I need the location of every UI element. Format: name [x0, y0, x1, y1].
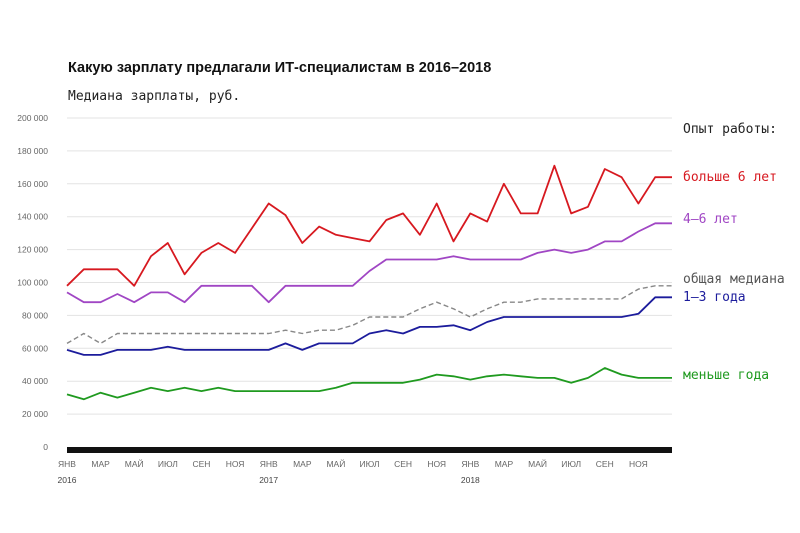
x-tick-label: ИЮЛ [561, 459, 581, 469]
legend-item-newcomer: меньше года [683, 368, 770, 383]
x-tick-label: МАР [91, 459, 110, 469]
y-tick-label: 80 000 [22, 310, 48, 320]
y-tick-label: 120 000 [17, 245, 48, 255]
x-tick-label: НОЯ [226, 459, 245, 469]
legend-item-median: общая медиана [683, 272, 785, 287]
legend-item-mid: 4–6 лет [683, 212, 738, 227]
x-year-label: 2018 [461, 475, 480, 485]
y-tick-label: 140 000 [17, 212, 48, 222]
y-tick-label: 100 000 [17, 278, 48, 288]
y-tick-label: 200 000 [17, 113, 48, 123]
x-tick-label: ЯНВ [461, 459, 479, 469]
x-year-label: 2016 [58, 475, 77, 485]
x-tick-label: МАЙ [528, 458, 547, 469]
chart-subtitle: Медиана зарплаты, руб. [68, 89, 241, 104]
x-tick-label: ЯНВ [260, 459, 278, 469]
x-year-label: 2017 [259, 475, 278, 485]
series-line [66, 367, 672, 401]
y-tick-label: 20 000 [22, 409, 48, 419]
x-tick-label: МАР [293, 459, 312, 469]
y-tick-label: 0 [43, 442, 48, 452]
chart-title: Какую зарплату предлагали ИТ-специалиста… [68, 60, 492, 76]
series-line [66, 296, 672, 356]
y-tick-label: 160 000 [17, 179, 48, 189]
legend-item-senior: больше 6 лет [683, 170, 777, 185]
x-tick-label: СЕН [596, 459, 614, 469]
x-tick-label: СЕН [394, 459, 412, 469]
y-tick-label: 180 000 [17, 146, 48, 156]
x-tick-label: МАР [495, 459, 514, 469]
legend-item-junior: 1–3 года [683, 290, 746, 305]
series-line [66, 164, 672, 287]
series-line [66, 222, 672, 304]
y-tick-label: 40 000 [22, 376, 48, 386]
x-tick-label: ЯНВ [58, 459, 76, 469]
x-tick-label: ИЮЛ [360, 459, 380, 469]
x-tick-label: НОЯ [629, 459, 648, 469]
series-line [66, 285, 672, 345]
y-tick-label: 60 000 [22, 343, 48, 353]
x-tick-label: НОЯ [427, 459, 446, 469]
x-tick-label: МАЙ [125, 458, 144, 469]
x-tick-label: ИЮЛ [158, 459, 178, 469]
legend-title: Опыт работы: [683, 122, 777, 137]
x-tick-label: МАЙ [326, 458, 345, 469]
x-tick-label: СЕН [192, 459, 210, 469]
